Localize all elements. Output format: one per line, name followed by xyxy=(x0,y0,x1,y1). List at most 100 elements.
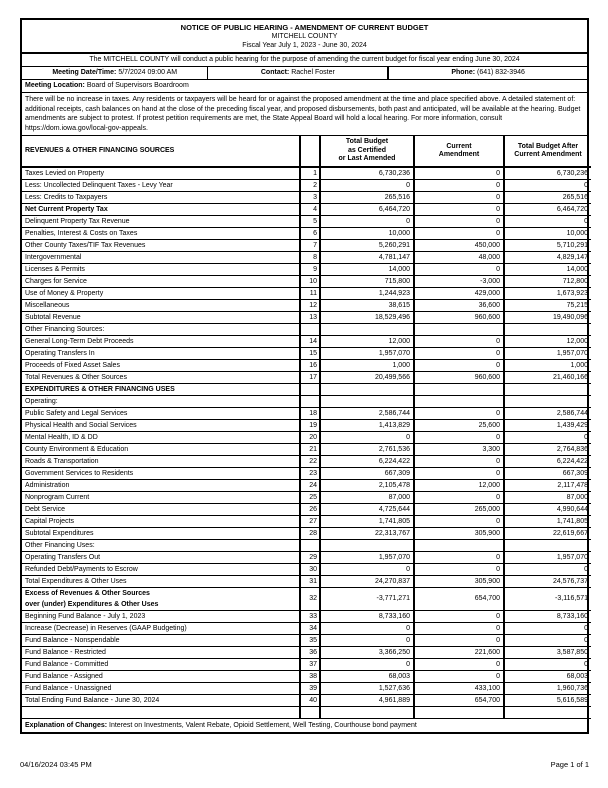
meeting-phone-value: (641) 832-3946 xyxy=(477,69,525,76)
cell-after-amendment: 1,741,805 xyxy=(503,514,591,528)
appeals-link[interactable]: https://dom.iowa.gov/local-gov-appeals xyxy=(25,124,147,132)
meeting-datetime-cell: Meeting Date/Time: 5/7/2024 09:00 AM xyxy=(22,67,209,79)
row-number xyxy=(299,382,321,396)
cell-certified: 0 xyxy=(319,621,415,635)
cell-certified: 5,260,291 xyxy=(319,238,415,252)
row-number: 19 xyxy=(299,418,321,432)
table-row: Fund Balance - Unassigned 39 1,527,636 433,… xyxy=(22,681,591,695)
table-row: Mental Health, ID & DD 20 0 0 0 xyxy=(22,430,591,444)
cell-certified xyxy=(319,394,415,408)
row-number xyxy=(299,394,321,408)
table-row: Subtotal Revenue 13 18,529,496 960,600 19,49… xyxy=(22,310,591,324)
cell-certified: 6,730,236 xyxy=(319,166,415,180)
cell-certified: 2,586,744 xyxy=(319,406,415,420)
table-row: Excess of Revenues & Other Sources over … xyxy=(22,586,591,611)
table-row: Net Current Property Tax 4 6,464,720 0 6,464… xyxy=(22,202,591,216)
cell-amendment: 0 xyxy=(413,514,505,528)
row-label: Operating Transfers In xyxy=(22,346,301,360)
row-label: Total Expenditures & Other Uses xyxy=(22,574,301,588)
cell-after-amendment: 0 xyxy=(503,562,591,576)
table-row: Proceeds of Fixed Asset Sales 16 1,000 0 1,0… xyxy=(22,358,591,372)
cell-certified: 4,961,889 xyxy=(319,693,415,707)
cell-amendment: 654,700 xyxy=(413,693,505,707)
cell-after-amendment xyxy=(503,382,591,396)
row-label xyxy=(22,705,301,719)
cell-after-amendment: 667,309 xyxy=(503,466,591,480)
table-row: Less: Credits to Taxpayers 3 265,516 0 265,5… xyxy=(22,190,591,204)
cell-certified: 12,000 xyxy=(319,334,415,348)
cell-after-amendment: 12,000 xyxy=(503,334,591,348)
row-label: EXPENDITURES & OTHER FINANCING USES xyxy=(22,382,301,396)
row-label: Capital Projects xyxy=(22,514,301,528)
row-label: Beginning Fund Balance - July 1, 2023 xyxy=(22,609,301,623)
row-label: Operating Transfers Out xyxy=(22,550,301,564)
table-row: County Environment & Education 21 2,761,53… xyxy=(22,442,591,456)
meeting-contact-cell: Contact: Rachel Foster xyxy=(208,67,390,79)
legal-paragraph-text: There will be no increase in taxes. Any … xyxy=(25,96,581,123)
row-number: 20 xyxy=(299,430,321,444)
table-row: Miscellaneous 12 38,615 36,600 75,215 xyxy=(22,298,591,312)
page-title: NOTICE OF PUBLIC HEARING - AMENDMENT OF … xyxy=(180,23,429,32)
cell-amendment: 433,100 xyxy=(413,681,505,695)
row-label: General Long-Term Debt Proceeds xyxy=(22,334,301,348)
cell-amendment: 0 xyxy=(413,406,505,420)
row-number: 17 xyxy=(299,370,321,384)
cell-amendment xyxy=(413,538,505,552)
row-label: Less: Uncollected Delinquent Taxes - Lev… xyxy=(22,178,301,192)
cell-amendment: 36,600 xyxy=(413,298,505,312)
meeting-contact-label: Contact: xyxy=(260,69,290,76)
cell-after-amendment: 68,003 xyxy=(503,669,591,683)
cell-amendment xyxy=(413,394,505,408)
cell-after-amendment: 0 xyxy=(503,621,591,635)
table-row: Operating: xyxy=(22,394,591,408)
table-row: Delinquent Property Tax Revenue 5 0 0 0 xyxy=(22,214,591,228)
cell-after-amendment: 6,730,236 xyxy=(503,166,591,180)
row-number: 16 xyxy=(299,358,321,372)
row-label: Total Ending Fund Balance - June 30, 202… xyxy=(22,693,301,707)
row-number: 34 xyxy=(299,621,321,635)
cell-amendment: 0 xyxy=(413,633,505,647)
row-label: Administration xyxy=(22,478,301,492)
cell-amendment: 0 xyxy=(413,202,505,216)
cell-certified: 6,464,720 xyxy=(319,202,415,216)
meeting-location-row: Meeting Location: Board of Supervisors B… xyxy=(22,80,587,93)
cell-amendment: -3,000 xyxy=(413,274,505,288)
row-number: 30 xyxy=(299,562,321,576)
meeting-datetime-label: Meeting Date/Time: xyxy=(52,69,117,76)
table-row: Increase (Decrease) in Reserves (GAAP Bu… xyxy=(22,621,591,635)
cell-amendment xyxy=(413,382,505,396)
row-number: 36 xyxy=(299,645,321,659)
row-number: 40 xyxy=(299,693,321,707)
table-row: Charges for Service 10 715,800 -3,000 712,80… xyxy=(22,274,591,288)
cell-amendment xyxy=(413,322,505,336)
row-label: Fund Balance - Assigned xyxy=(22,669,301,683)
meeting-location-value: Board of Supervisors Boardroom xyxy=(86,82,189,89)
budget-table-body: Taxes Levied on Property 1 6,730,236 0 6,730… xyxy=(22,166,591,719)
header-col-after-amendment: Total Budget After Current Amendment xyxy=(503,136,591,168)
row-label: Refunded Debt/Payments to Escrow xyxy=(22,562,301,576)
cell-amendment: 429,000 xyxy=(413,286,505,300)
cell-after-amendment: 6,224,422 xyxy=(503,454,591,468)
row-label: Other Financing Sources: xyxy=(22,322,301,336)
cell-after-amendment: 75,215 xyxy=(503,298,591,312)
fiscal-year: Fiscal Year July 1, 2023 - June 30, 2024 xyxy=(242,42,367,49)
row-label: Fund Balance - Nonspendable xyxy=(22,633,301,647)
table-row: Licenses & Permits 9 14,000 0 14,000 xyxy=(22,262,591,276)
footer-page-indicator: Page 1 of 1 xyxy=(550,760,589,769)
cell-after-amendment: 4,990,644 xyxy=(503,502,591,516)
cell-certified: 0 xyxy=(319,430,415,444)
footer-timestamp: 04/16/2024 03:45 PM xyxy=(20,760,92,769)
cell-amendment: 0 xyxy=(413,490,505,504)
cell-certified: 0 xyxy=(319,214,415,228)
cell-certified: 0 xyxy=(319,178,415,192)
cell-amendment: 0 xyxy=(413,214,505,228)
row-number: 38 xyxy=(299,669,321,683)
table-row: Penalties, Interest & Costs on Taxes 6 10,… xyxy=(22,226,591,240)
cell-certified: 1,000 xyxy=(319,358,415,372)
table-row: Intergovernmental 8 4,781,147 48,000 4,829,1… xyxy=(22,250,591,264)
row-label: Fund Balance - Restricted xyxy=(22,645,301,659)
cell-after-amendment: 0 xyxy=(503,214,591,228)
cell-after-amendment xyxy=(503,705,591,719)
explanation-label: Explanation of Changes: xyxy=(25,721,108,729)
